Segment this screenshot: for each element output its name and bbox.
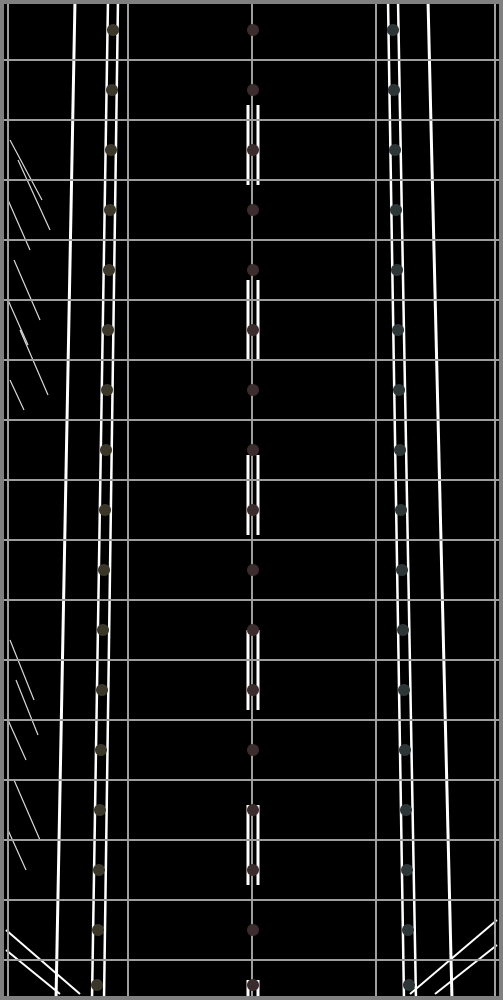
marker-center-lane: [247, 84, 259, 96]
marker-center-lane: [247, 624, 259, 636]
marker-right-lane: [395, 504, 407, 516]
marker-center-lane: [247, 444, 259, 456]
marker-left-lane: [95, 744, 107, 756]
marker-right-lane: [402, 924, 414, 936]
marker-left-lane: [101, 384, 113, 396]
marker-center-lane: [247, 804, 259, 816]
marker-center-lane: [247, 384, 259, 396]
marker-left-lane: [92, 924, 104, 936]
marker-right-lane: [400, 804, 412, 816]
marker-left-lane: [91, 979, 103, 991]
marker-right-lane: [390, 204, 402, 216]
marker-center-lane: [247, 504, 259, 516]
image-frame: [0, 0, 503, 1000]
marker-left-lane: [106, 84, 118, 96]
marker-right-lane: [387, 24, 399, 36]
marker-right-lane: [391, 264, 403, 276]
marker-right-lane: [389, 144, 401, 156]
marker-right-lane: [393, 384, 405, 396]
marker-left-lane: [104, 204, 116, 216]
marker-left-lane: [93, 864, 105, 876]
marker-right-lane: [392, 324, 404, 336]
marker-left-lane: [103, 264, 115, 276]
marker-right-lane: [388, 84, 400, 96]
marker-left-lane: [100, 444, 112, 456]
marker-center-lane: [247, 324, 259, 336]
marker-center-lane: [247, 979, 259, 991]
marker-right-lane: [399, 744, 411, 756]
marker-left-lane: [107, 24, 119, 36]
marker-center-lane: [247, 264, 259, 276]
marker-right-lane: [401, 864, 413, 876]
marker-right-lane: [396, 564, 408, 576]
marker-center-lane: [247, 24, 259, 36]
marker-center-lane: [247, 864, 259, 876]
lane-detection-diagram: [0, 0, 503, 1000]
marker-center-lane: [247, 204, 259, 216]
marker-left-lane: [94, 804, 106, 816]
marker-left-lane: [96, 684, 108, 696]
marker-center-lane: [247, 744, 259, 756]
marker-left-lane: [99, 504, 111, 516]
marker-center-lane: [247, 564, 259, 576]
marker-center-lane: [247, 144, 259, 156]
marker-left-lane: [102, 324, 114, 336]
marker-right-lane: [394, 444, 406, 456]
marker-right-lane: [403, 979, 415, 991]
marker-right-lane: [398, 684, 410, 696]
marker-left-lane: [97, 624, 109, 636]
marker-left-lane: [105, 144, 117, 156]
marker-center-lane: [247, 924, 259, 936]
marker-left-lane: [98, 564, 110, 576]
marker-right-lane: [397, 624, 409, 636]
marker-center-lane: [247, 684, 259, 696]
